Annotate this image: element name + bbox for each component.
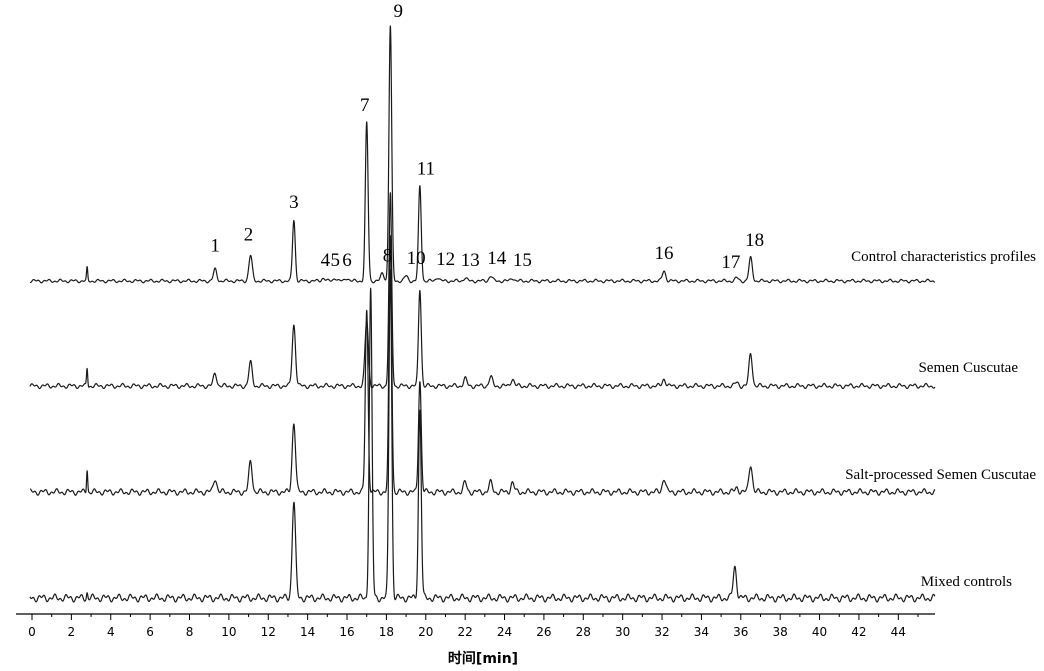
x-tick-label: 36 <box>733 625 748 639</box>
series-label-1: Control characteristics profiles <box>851 249 1036 265</box>
x-tick-label: 28 <box>576 625 591 639</box>
peak-label-15: 15 <box>513 250 532 271</box>
x-tick-label: 34 <box>694 625 709 639</box>
x-tick-label: 14 <box>300 625 315 639</box>
x-tick-label: 8 <box>186 625 194 639</box>
x-tick-label: 6 <box>146 625 154 639</box>
trace-series-3 <box>29 235 936 496</box>
series-label-4: Mixed controls <box>921 574 1012 590</box>
peak-label-14: 14 <box>487 248 507 269</box>
x-tick-label: 16 <box>339 625 354 639</box>
traces-group <box>29 25 936 603</box>
x-tick-label: 30 <box>615 625 630 639</box>
x-tick-label: 40 <box>812 625 827 639</box>
peak-label-16: 16 <box>655 243 674 264</box>
peak-label-11: 11 <box>417 159 435 180</box>
x-tick-label: 18 <box>379 625 394 639</box>
peak-label-6: 6 <box>342 250 352 271</box>
peak-label-10: 10 <box>407 248 426 269</box>
peak-label-3: 3 <box>289 192 299 213</box>
peak-label-13: 13 <box>461 250 480 271</box>
peak-label-17: 17 <box>721 252 740 273</box>
x-ticks-group: 0 2 4 6 8 10 12 14 16 18 20 22 24 26 28 30 32 34 36 38 40 42 4… <box>28 614 919 639</box>
trace-series-2 <box>29 192 936 390</box>
x-tick-label: 2 <box>68 625 76 639</box>
x-tick-label: 4 <box>107 625 115 639</box>
series-label-3: Salt-processed Semen Cuscutae <box>845 467 1036 483</box>
x-tick-label: 0 <box>28 625 36 639</box>
x-tick-label: 44 <box>891 625 906 639</box>
peak-label-5: 5 <box>330 250 340 271</box>
x-axis-label: 时间[min] <box>448 650 518 667</box>
series-label-2: Semen Cuscutae <box>918 360 1018 376</box>
x-tick-label: 20 <box>418 625 433 639</box>
trace-series-1 <box>29 25 936 284</box>
peak-label-12: 12 <box>436 249 455 270</box>
x-tick-label: 22 <box>458 625 473 639</box>
x-tick-label: 42 <box>851 625 866 639</box>
peak-label-18: 18 <box>745 230 764 251</box>
x-tick-label: 24 <box>497 625 512 639</box>
peak-label-1: 1 <box>210 236 220 257</box>
peak-label-4: 4 <box>321 250 331 271</box>
trace-series-4 <box>29 269 936 603</box>
peak-label-9: 9 <box>394 1 404 22</box>
x-tick-label: 26 <box>536 625 551 639</box>
peak-label-2: 2 <box>244 225 254 246</box>
x-tick-label: 38 <box>773 625 788 639</box>
x-tick-label: 12 <box>261 625 276 639</box>
series-labels-group: Control characteristics profiles Semen Cu… <box>845 249 1036 590</box>
peak-label-7: 7 <box>360 95 370 116</box>
x-tick-label: 10 <box>221 625 236 639</box>
peak-label-8: 8 <box>383 245 393 266</box>
x-tick-label: 32 <box>654 625 669 639</box>
